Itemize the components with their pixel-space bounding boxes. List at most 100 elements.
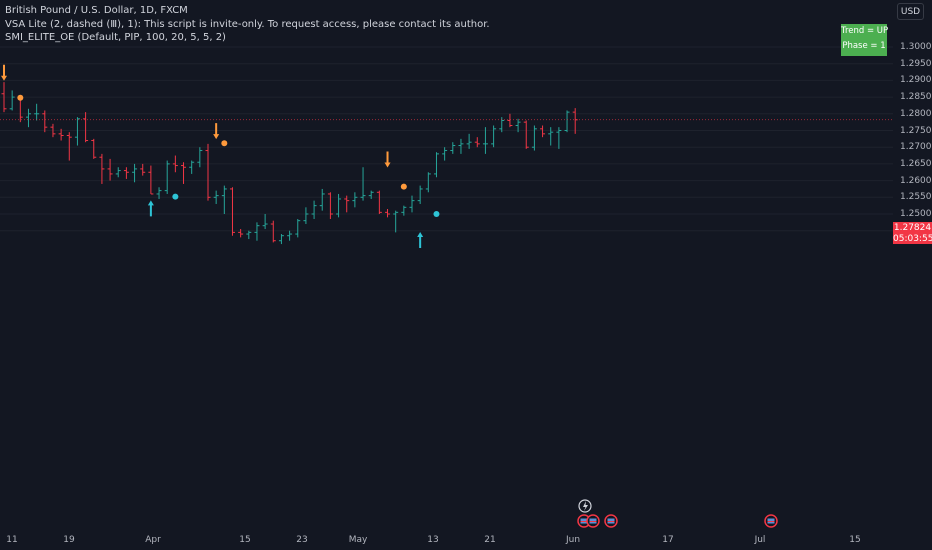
ohlc-bar bbox=[491, 125, 497, 148]
ohlc-bar bbox=[556, 127, 562, 149]
price-tick-label: 1.30000 bbox=[900, 42, 932, 52]
time-tick-label: Jun bbox=[565, 535, 581, 545]
currency-button[interactable]: USD bbox=[897, 3, 924, 20]
ohlc-bar bbox=[140, 163, 146, 176]
last-price-value: 1.27824 bbox=[893, 223, 932, 233]
time-tick-label: 15 bbox=[239, 535, 251, 545]
last-price-label: 1.27824 05:03:55 bbox=[893, 222, 932, 244]
ohlc-bar bbox=[344, 195, 350, 213]
price-tick-label: 1.25000 bbox=[900, 209, 932, 219]
price-tick-label: 1.26500 bbox=[900, 158, 932, 169]
ohlc-bar bbox=[132, 163, 138, 183]
ohlc-bar bbox=[181, 162, 187, 184]
ohlc-bar bbox=[58, 128, 64, 141]
ohlc-bar bbox=[278, 234, 284, 245]
us-flag-event-icon[interactable] bbox=[586, 514, 600, 528]
ohlc-bar bbox=[417, 185, 423, 204]
signal-dot-orange bbox=[17, 94, 24, 101]
ohlc-bar bbox=[507, 113, 513, 128]
lightning-event-icon[interactable] bbox=[578, 499, 592, 513]
ohlc-bar bbox=[425, 172, 431, 193]
ohlc-bar bbox=[352, 192, 358, 208]
ohlc-bar bbox=[238, 229, 244, 238]
ohlc-bar bbox=[115, 167, 121, 178]
indicator-smi-elite[interactable]: SMI_ELITE_OE (Default, PIP, 100, 20, 5, … bbox=[5, 32, 226, 43]
ohlc-bar bbox=[450, 142, 456, 154]
ohlc-bar bbox=[164, 160, 170, 194]
ohlc-bar bbox=[123, 167, 129, 179]
ohlc-bar bbox=[564, 110, 570, 133]
ohlc-bar bbox=[74, 117, 80, 146]
ohlc-bar bbox=[474, 137, 480, 148]
ohlc-bar bbox=[523, 120, 529, 149]
signal-dot-orange bbox=[221, 140, 228, 147]
price-axis[interactable]: 1.30000 1.29500 1.29000 1.28500 1.28000 1.275… bbox=[893, 0, 932, 530]
ohlc-bar bbox=[34, 103, 40, 121]
us-flag-event-icon[interactable] bbox=[764, 514, 778, 528]
ohlc-bar bbox=[107, 158, 113, 181]
ohlc-bar bbox=[25, 108, 31, 128]
ohlc-bar bbox=[368, 190, 374, 199]
buy-arrow-icon bbox=[147, 200, 154, 217]
time-tick-label: 13 bbox=[427, 535, 439, 545]
ohlc-bar bbox=[458, 138, 464, 154]
trend-status: Trend = UP bbox=[841, 26, 889, 36]
ohlc-bar bbox=[172, 155, 178, 173]
symbol-title[interactable]: British Pound / U.S. Dollar, 1D, FXCM bbox=[5, 5, 188, 16]
ohlc-bar bbox=[572, 108, 578, 134]
ohlc-bar bbox=[99, 153, 105, 184]
time-axis[interactable]: 11 19 Apr 15 23 May 13 21 Jun 17 Jul 15 bbox=[0, 530, 893, 550]
ohlc-bar bbox=[229, 187, 235, 236]
phase-status: Phase = 1 bbox=[842, 41, 886, 51]
ohlc-bar bbox=[482, 127, 488, 154]
ohlc-bar bbox=[9, 90, 15, 111]
us-flag-event-icon[interactable] bbox=[604, 514, 618, 528]
ohlc-bar bbox=[466, 133, 472, 149]
chart-area[interactable] bbox=[0, 0, 893, 530]
indicator-vsa-lite[interactable]: VSA Lite (2, dashed (Ⅲ), 1): This script… bbox=[5, 18, 490, 30]
ohlc-bar bbox=[83, 112, 89, 143]
price-chart[interactable] bbox=[0, 0, 893, 530]
sell-arrow-icon bbox=[213, 123, 220, 140]
ohlc-bar bbox=[409, 195, 415, 213]
ohlc-bar bbox=[540, 125, 546, 138]
signal-dot-cyan bbox=[172, 193, 179, 200]
signal-dot-cyan bbox=[433, 211, 440, 217]
ohlc-bar bbox=[213, 190, 219, 204]
ohlc-bar bbox=[246, 230, 252, 240]
ohlc-bar bbox=[393, 210, 399, 233]
time-tick-label: 17 bbox=[662, 535, 674, 545]
ohlc-bar bbox=[376, 190, 382, 214]
price-tick-label: 1.27500 bbox=[900, 125, 932, 136]
ohlc-bar bbox=[548, 127, 554, 146]
ohlc-bar bbox=[303, 207, 309, 225]
ohlc-bar bbox=[197, 147, 203, 168]
ohlc-bar bbox=[385, 208, 391, 218]
time-tick-label: 11 bbox=[6, 535, 18, 545]
time-tick-label: 21 bbox=[484, 535, 496, 545]
bar-countdown: 05:03:55 bbox=[893, 233, 932, 244]
time-tick-label: Jul bbox=[754, 535, 766, 545]
ohlc-bar bbox=[42, 110, 48, 133]
ohlc-bar bbox=[66, 132, 72, 161]
signal-dot-orange bbox=[400, 183, 407, 190]
price-tick-label: 1.29500 bbox=[900, 58, 932, 69]
ohlc-bar bbox=[205, 143, 211, 201]
ohlc-bar bbox=[327, 192, 333, 220]
ohlc-bar bbox=[287, 230, 293, 241]
time-tick-label: 15 bbox=[849, 535, 861, 545]
ohlc-bar bbox=[319, 188, 325, 211]
price-tick-label: 1.28500 bbox=[900, 92, 932, 103]
ohlc-bar bbox=[189, 160, 195, 174]
price-tick-label: 1.25500 bbox=[900, 192, 932, 203]
ohlc-bar bbox=[442, 147, 448, 161]
ohlc-bar bbox=[401, 205, 407, 216]
ohlc-bar bbox=[50, 123, 56, 138]
buy-arrow-icon bbox=[417, 232, 424, 249]
ohlc-bar bbox=[336, 193, 342, 218]
status-box: Trend = UP Phase = 1 bbox=[841, 24, 889, 56]
ohlc-bar bbox=[1, 82, 7, 113]
sell-arrow-icon bbox=[1, 64, 7, 81]
sell-arrow-icon bbox=[384, 151, 391, 168]
price-tick-label: 1.27000 bbox=[900, 142, 932, 153]
